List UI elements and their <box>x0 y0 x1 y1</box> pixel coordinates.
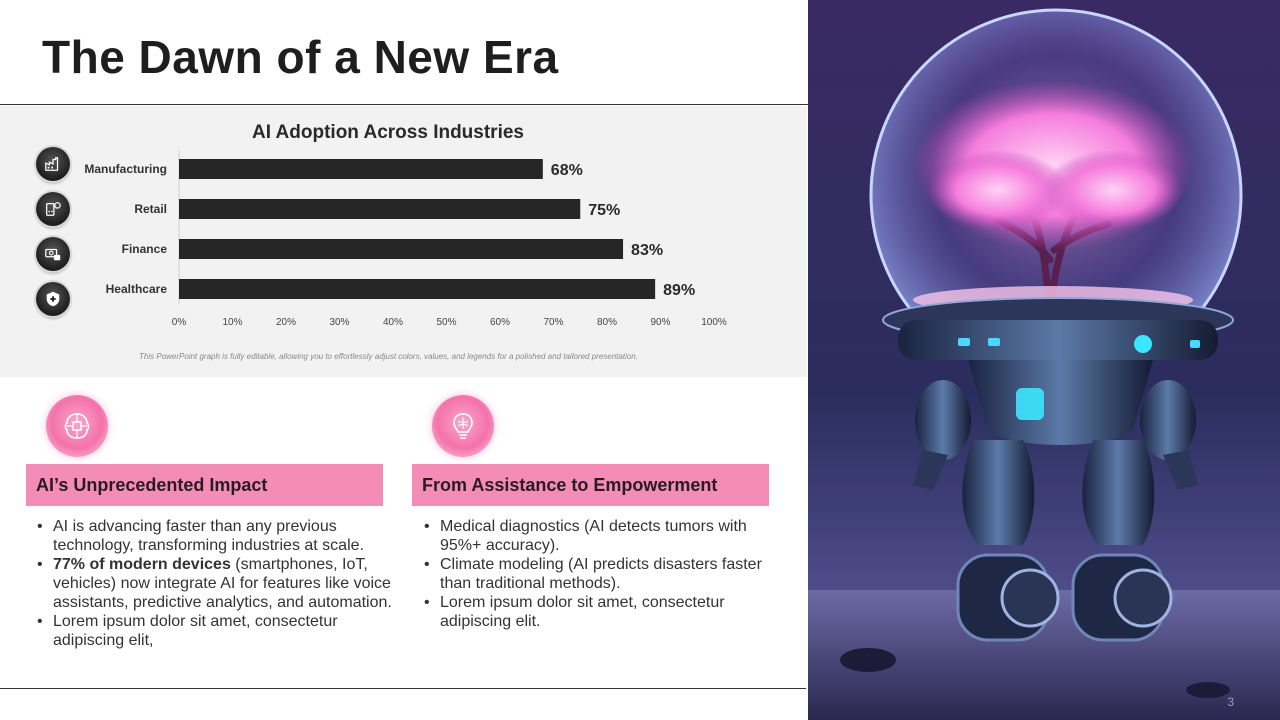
chart-title: AI Adoption Across Industries <box>251 122 524 143</box>
list-item: Lorem ipsum dolor sit amet, consectetur … <box>422 593 792 631</box>
x-tick-label: 40% <box>383 317 403 328</box>
category-label: Manufacturing <box>84 162 167 176</box>
top-divider <box>0 104 930 105</box>
bullet-text: (smartphones, IoT, vehicles) now integra… <box>53 556 392 611</box>
page-number: 3 <box>1227 695 1234 709</box>
retail-shop-icon <box>36 192 70 226</box>
data-label: 68% <box>551 162 583 179</box>
factory-icon <box>36 147 70 181</box>
left-section-header: AI’s Unprecedented Impact <box>26 464 383 506</box>
list-item: Climate modeling (AI predicts disasters … <box>422 555 792 593</box>
chart-panel: AI Adoption Across Industries Manufactur… <box>0 106 807 377</box>
bold-stat: 77% of modern devices <box>53 556 231 573</box>
list-item: AI is advancing faster than any previous… <box>35 517 405 555</box>
data-label: 75% <box>588 202 620 219</box>
bar-healthcare <box>179 279 656 299</box>
bar-chart: Manufacturing 68% Retail 75% Finance 83% Healt… <box>84 150 727 328</box>
x-tick-label: 90% <box>650 317 670 328</box>
brain-lightbulb-icon <box>432 395 494 457</box>
x-tick-label: 10% <box>222 317 242 328</box>
data-label: 89% <box>663 282 695 299</box>
list-item: 77% of modern devices (smartphones, IoT,… <box>35 555 405 612</box>
x-tick-label: 0% <box>172 317 187 328</box>
category-label: Healthcare <box>106 282 168 296</box>
slide-title: The Dawn of a New Era <box>42 31 559 83</box>
x-tick-label: 50% <box>436 317 456 328</box>
bar-finance <box>179 239 624 259</box>
ai-brain-circuit-icon <box>46 395 108 457</box>
chart-note: This PowerPoint graph is fully editable,… <box>139 352 638 361</box>
left-bullet-list: AI is advancing faster than any previous… <box>35 517 405 650</box>
category-label: Finance <box>122 242 168 256</box>
right-section-header: From Assistance to Empowerment <box>412 464 769 506</box>
bar-manufacturing <box>179 159 543 179</box>
data-label: 83% <box>631 242 663 259</box>
x-tick-label: 100% <box>701 317 727 328</box>
finance-money-icon <box>36 237 70 271</box>
category-label: Retail <box>134 202 167 216</box>
x-tick-label: 80% <box>597 317 617 328</box>
x-tick-label: 20% <box>276 317 296 328</box>
right-bullet-list: Medical diagnostics (AI detects tumors w… <box>422 517 792 631</box>
x-tick-label: 70% <box>543 317 563 328</box>
healthcare-shield-icon <box>36 282 70 316</box>
x-tick-label: 60% <box>490 317 510 328</box>
list-item: Lorem ipsum dolor sit amet, consectetur … <box>35 612 405 650</box>
list-item: Medical diagnostics (AI detects tumors w… <box>422 517 792 555</box>
bar-retail <box>179 199 581 219</box>
robot-tree-image <box>808 0 1280 720</box>
bottom-divider <box>0 688 806 689</box>
x-tick-label: 30% <box>329 317 349 328</box>
